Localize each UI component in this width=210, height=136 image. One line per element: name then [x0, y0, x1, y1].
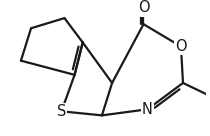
- Text: N: N: [142, 102, 153, 117]
- Text: O: O: [175, 39, 187, 54]
- Text: S: S: [57, 104, 66, 119]
- Text: O: O: [138, 1, 149, 16]
